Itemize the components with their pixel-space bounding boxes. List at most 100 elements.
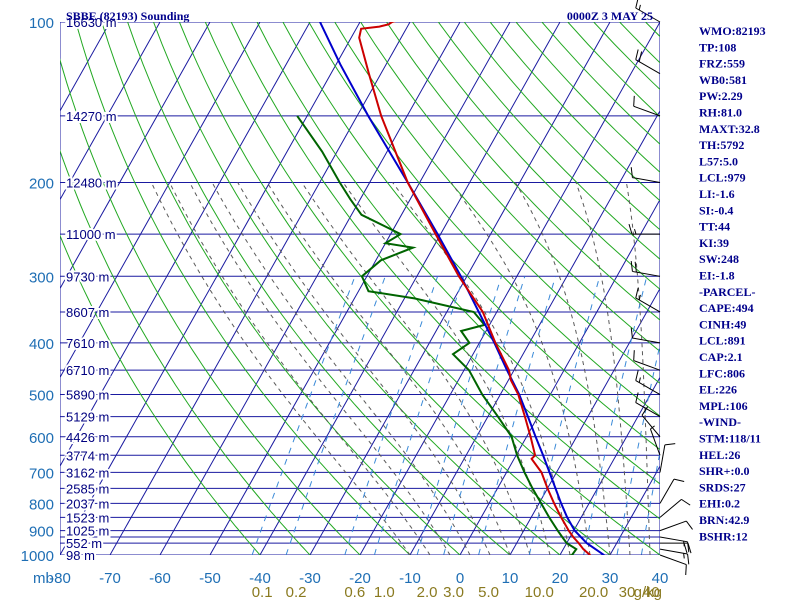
height-label: 12480 m bbox=[66, 175, 117, 190]
height-label: 2037 m bbox=[66, 496, 109, 511]
mixing-ratio-line bbox=[416, 276, 502, 555]
sounding-index: MPL:106 bbox=[699, 399, 748, 413]
temperature-tick-label: -80 bbox=[49, 570, 71, 587]
sounding-index: WB0:581 bbox=[699, 73, 747, 87]
isotherm--110 bbox=[60, 22, 211, 290]
temperature-axis: -80 -70 -60 -50 -40 -30 -20 -10 0 10 20 30 40 bbox=[49, 570, 668, 587]
wind-barb bbox=[633, 350, 661, 371]
height-label: 11000 m bbox=[66, 227, 116, 242]
isotherm--60 bbox=[159, 22, 461, 555]
temperature-tick-label: 40 bbox=[652, 570, 669, 587]
mixing-ratio-line bbox=[478, 276, 556, 555]
height-label: 9730 m bbox=[66, 269, 109, 284]
dry-adiabat bbox=[60, 58, 361, 555]
wind-barb bbox=[659, 478, 685, 504]
dry-adiabat bbox=[411, 22, 660, 290]
mixing-ratio-tick-label: 5.0 bbox=[478, 584, 499, 600]
height-label: 3774 m bbox=[66, 448, 109, 463]
sounding-index: LI:-1.6 bbox=[699, 187, 735, 201]
pressure-tick-label: 300 bbox=[29, 269, 54, 286]
sounding-index: KI:39 bbox=[699, 236, 729, 250]
dry-adiabat bbox=[437, 22, 660, 260]
sounding-index: FRZ:559 bbox=[699, 57, 745, 71]
pressure-tick-label: 400 bbox=[29, 336, 54, 353]
mixing-ratio-axis: 0.1 0.2 0.6 1.0 2.0 3.0 5.0 10.0 20.0 30 40g/kg bbox=[252, 584, 662, 600]
height-label-halo: 5890 m bbox=[66, 388, 109, 403]
sounding-time: 0000Z 3 MAY 25 bbox=[567, 9, 653, 23]
isotherm--50 bbox=[209, 22, 511, 555]
pressure-tick-label: 800 bbox=[29, 496, 54, 513]
wind-barb bbox=[630, 167, 661, 183]
sounding-index: RH:81.0 bbox=[699, 106, 742, 120]
height-label-halo: 6710 m bbox=[66, 363, 109, 378]
dry-adiabat bbox=[256, 22, 660, 485]
mixing-ratio-line bbox=[251, 276, 356, 555]
sounding-index: CAPE:494 bbox=[699, 301, 754, 315]
pressure-tick-label: 100 bbox=[29, 15, 54, 32]
temperature-tick-label: 10 bbox=[502, 570, 519, 587]
sounding-index: TT:44 bbox=[699, 220, 730, 234]
temperature-tick-label: 30 bbox=[602, 570, 619, 587]
sounding-index: TH:5792 bbox=[699, 138, 744, 152]
height-label: 5890 m bbox=[66, 388, 109, 403]
height-label-halo: 9730 m bbox=[66, 269, 109, 284]
dry-adiabat bbox=[386, 22, 660, 321]
wind-barb bbox=[628, 223, 660, 235]
moist-adiabat bbox=[189, 182, 451, 555]
height-label-halo: 11000 m bbox=[66, 227, 116, 242]
height-label-halo: 1025 m bbox=[66, 524, 109, 539]
pressure-tick-label: 500 bbox=[29, 388, 54, 405]
height-label-halo: 3774 m bbox=[66, 448, 109, 463]
height-label: 5129 m bbox=[66, 410, 109, 425]
height-label-halo: 12480 m bbox=[66, 175, 117, 190]
sounding-index: SW:248 bbox=[699, 252, 739, 266]
sounding-index: SRDS:27 bbox=[699, 480, 746, 494]
mixing-ratio-unit-label: g/kg bbox=[634, 584, 662, 600]
wind-barb bbox=[635, 49, 661, 75]
wind-barbs bbox=[628, 0, 693, 576]
mixing-ratio-line bbox=[616, 342, 660, 555]
wind-barb bbox=[635, 392, 661, 418]
pressure-unit-label: mb bbox=[33, 570, 54, 587]
temperature-tick-label: -70 bbox=[99, 570, 121, 587]
height-label: 1523 m bbox=[66, 510, 109, 525]
temperature-tick-label: -40 bbox=[249, 570, 271, 587]
sounding-index: SHR+:0.0 bbox=[699, 464, 750, 478]
isotherm--70 bbox=[109, 22, 411, 555]
height-label: 3162 m bbox=[66, 465, 109, 480]
wind-barb bbox=[635, 287, 661, 313]
height-label-halo: 5129 m bbox=[66, 410, 109, 425]
sounding-index: CINH:49 bbox=[699, 317, 746, 331]
pressure-tick-label: 700 bbox=[29, 465, 54, 482]
temperature-tick-label: -60 bbox=[149, 570, 171, 587]
wind-barb bbox=[659, 498, 691, 518]
pressure-tick-label: 1000 bbox=[21, 548, 54, 565]
mixing-ratio-tick-label: 2.0 bbox=[417, 584, 438, 600]
sounding-index: WMO:82193 bbox=[699, 24, 766, 38]
moist-adiabat bbox=[237, 182, 491, 555]
sounding-index: EHI:0.2 bbox=[699, 497, 740, 511]
temperature-tick-label: -20 bbox=[349, 570, 371, 587]
moist-adiabat bbox=[575, 182, 631, 555]
sounding-index: BSHR:12 bbox=[699, 529, 748, 543]
sounding-index: TP:108 bbox=[699, 40, 736, 54]
isotherm-10 bbox=[509, 287, 660, 555]
wind-barb bbox=[659, 443, 676, 473]
sounding-index: HEL:26 bbox=[699, 448, 740, 462]
isotherm--90 bbox=[60, 22, 311, 468]
sounding-index: EL:226 bbox=[699, 383, 737, 397]
isotherm--80 bbox=[60, 22, 361, 555]
sounding-index: PW:2.29 bbox=[699, 89, 743, 103]
height-label: 8607 m bbox=[66, 305, 109, 320]
height-label: 98 m bbox=[66, 548, 95, 563]
mixing-ratio-tick-label: 30 bbox=[619, 584, 636, 600]
sounding-index: -PARCEL- bbox=[699, 285, 755, 299]
temperature-tick-label: 20 bbox=[552, 570, 569, 587]
wind-barb bbox=[633, 95, 661, 117]
height-label: 1025 m bbox=[66, 524, 109, 539]
temperature-profile bbox=[358, 22, 592, 555]
mixing-ratio-line bbox=[285, 276, 386, 555]
mixing-ratio-tick-label: 3.0 bbox=[443, 584, 464, 600]
moist-adiabat bbox=[625, 182, 651, 555]
